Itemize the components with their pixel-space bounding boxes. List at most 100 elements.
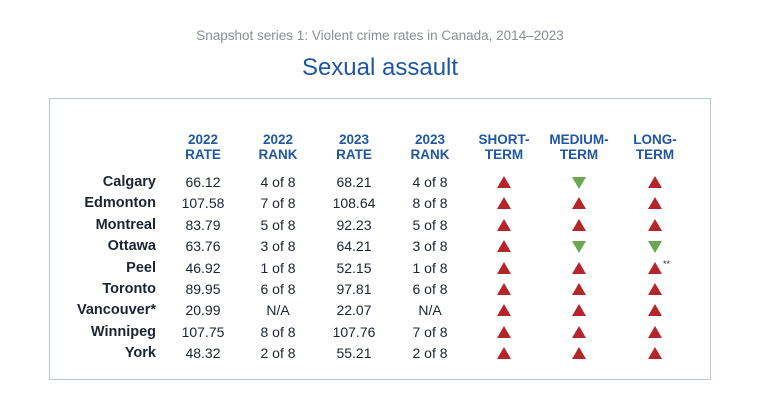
header-line-2: RANK [258, 147, 298, 162]
header-line-1: MEDIUM- [549, 132, 609, 147]
cell-rank-2023: 4 of 8 [412, 174, 448, 190]
cell-rank-2023: 8 of 8 [412, 195, 448, 212]
trend-up-icon [572, 261, 586, 274]
header-line-2: TERM [484, 147, 524, 162]
cell-rank-2022: 4 of 8 [260, 174, 296, 190]
header-line-1: 2023 [414, 132, 446, 147]
cell-rank-2022: 3 of 8 [260, 238, 296, 255]
cell-rank-2023: 5 of 8 [412, 216, 448, 233]
table-row: Calgary 66.12 4 of 8 68.21 4 of 8 [0, 172, 760, 193]
trend-down-icon [572, 241, 586, 254]
cell-rank-2023: 1 of 8 [412, 259, 448, 276]
header-line-1: SHORT- [478, 132, 530, 147]
trend-down-icon [572, 177, 586, 189]
cell-rank-2023: 7 of 8 [412, 323, 448, 340]
cell-rate-2022: 48.32 [185, 345, 221, 362]
trend-up-icon [572, 347, 586, 360]
trend-up-icon [497, 325, 511, 338]
cell-rank-2022: 6 of 8 [260, 281, 296, 297]
cell-rank-2022: 2 of 8 [260, 345, 296, 362]
cell-rank-2022: N/A [266, 302, 290, 319]
trend-up-icon [648, 283, 662, 295]
city-name: Vancouver* [77, 302, 156, 319]
snapshot-series-subtitle: Snapshot series 1: Violent crime rates i… [196, 28, 564, 43]
city-name: Peel [126, 259, 156, 276]
city-name: Montreal [95, 216, 156, 233]
trend-up-icon [648, 197, 662, 210]
cell-rate-2022: 107.58 [181, 195, 225, 212]
table-panel [49, 98, 711, 380]
table-row: York 48.32 2 of 8 55.21 2 of 8 [0, 343, 760, 364]
cell-rate-2022: 66.12 [185, 174, 221, 190]
trend-up-icon [648, 325, 662, 338]
trend-up-icon [497, 218, 511, 231]
trend-up-icon [572, 283, 586, 295]
header-line-2: TERM [635, 147, 675, 162]
trend-up-icon [572, 197, 586, 210]
cell-rate-2023: 55.21 [336, 345, 372, 362]
header-line-1: 2023 [338, 132, 370, 147]
trend-up-icon [572, 304, 586, 317]
cell-rate-2023: 107.76 [332, 323, 376, 340]
trend-up-icon [572, 218, 586, 231]
header-line-1: 2022 [187, 132, 219, 147]
table-row: Vancouver* 20.99 N/A 22.07 N/A [0, 300, 760, 321]
city-name: Edmonton [84, 195, 156, 212]
cell-rate-2022: 20.99 [185, 302, 221, 319]
trend-up-icon [648, 261, 662, 274]
city-name: Winnipeg [90, 323, 156, 340]
cell-rate-2022: 83.79 [185, 216, 221, 233]
cell-rate-2022: 63.76 [185, 238, 221, 255]
header-line-1: LONG- [633, 132, 677, 147]
city-name: Ottawa [107, 238, 156, 255]
table-row: Ottawa 63.76 3 of 8 64.21 3 of 8 [0, 236, 760, 257]
header-line-2: RATE [336, 147, 372, 162]
header-line-2: TERM [559, 147, 599, 162]
trend-up-icon [497, 304, 511, 317]
cell-rate-2023: 97.81 [336, 281, 372, 297]
header-line-2: RANK [410, 147, 450, 162]
header-long-term: LONG- TERM [615, 132, 695, 162]
header-line-2: RATE [185, 147, 221, 162]
trend-up-icon [497, 197, 511, 210]
trend-up-icon [648, 218, 662, 231]
trend-up-icon [648, 347, 662, 360]
city-name: Calgary [102, 174, 156, 190]
cell-rank-2022: 5 of 8 [260, 216, 296, 233]
cell-rate-2023: 92.23 [336, 216, 372, 233]
cell-rate-2023: 22.07 [336, 302, 372, 319]
trend-up-icon [648, 304, 662, 317]
trend-up-icon [497, 283, 511, 295]
trend-up-icon [497, 261, 511, 274]
cell-rate-2022: 107.75 [181, 323, 225, 340]
header-2022-rank: 2022 RANK [238, 132, 318, 162]
trend-up-icon [648, 176, 662, 188]
cell-rate-2023: 52.15 [336, 259, 372, 276]
cell-rank-2023: 6 of 8 [412, 281, 448, 297]
header-2022-rate: 2022 RATE [163, 132, 243, 162]
cell-rate-2023: 68.21 [336, 174, 372, 190]
cell-rank-2022: 1 of 8 [260, 259, 296, 276]
table-row: Winnipeg 107.75 8 of 8 107.76 7 of 8 [0, 322, 760, 343]
trend-up-icon [497, 347, 511, 360]
table-row: Peel 46.92 1 of 8 52.15 1 of 8 ** [0, 258, 760, 279]
table-row: Edmonton 107.58 7 of 8 108.64 8 of 8 [0, 193, 760, 214]
long-term-footnote-marker: ** [663, 258, 671, 269]
table-row: Toronto 89.95 6 of 8 97.81 6 of 8 [0, 279, 760, 300]
trend-up-icon [497, 240, 511, 253]
cell-rank-2023: 3 of 8 [412, 238, 448, 255]
cell-rate-2023: 108.64 [332, 195, 376, 212]
trend-up-icon [572, 325, 586, 338]
table-row: Montreal 83.79 5 of 8 92.23 5 of 8 [0, 215, 760, 236]
header-medium-term: MEDIUM- TERM [539, 132, 619, 162]
cell-rate-2023: 64.21 [336, 238, 372, 255]
trend-down-icon [648, 241, 662, 254]
cell-rank-2023: N/A [418, 302, 442, 319]
cell-rate-2022: 89.95 [185, 281, 221, 297]
cell-rank-2022: 7 of 8 [260, 195, 296, 212]
header-short-term: SHORT- TERM [464, 132, 544, 162]
city-name: Toronto [102, 281, 156, 297]
cell-rank-2022: 8 of 8 [260, 323, 296, 340]
cell-rank-2023: 2 of 8 [412, 345, 448, 362]
header-line-1: 2022 [262, 132, 294, 147]
